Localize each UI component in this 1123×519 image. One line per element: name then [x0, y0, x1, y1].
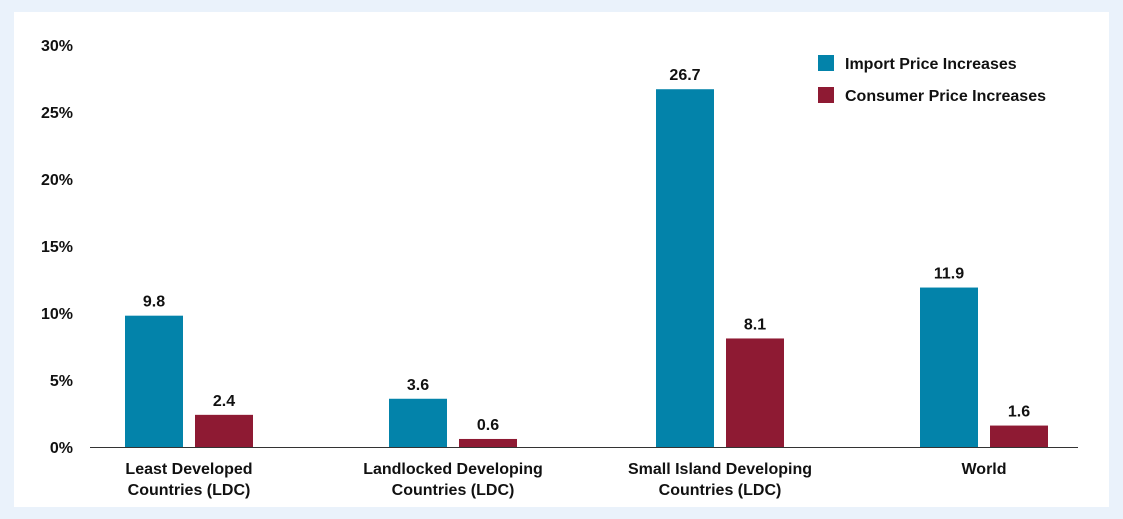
bar-consumer: [990, 425, 1048, 447]
category-label: Landlocked Developing: [363, 461, 543, 478]
data-label: 1.6: [1008, 404, 1030, 421]
y-tick-label: 30%: [41, 38, 73, 55]
category-label: Countries (LDC): [392, 482, 515, 499]
data-label: 0.6: [477, 417, 499, 434]
legend-swatch-import: [818, 55, 834, 71]
category-label: Countries (LDC): [128, 482, 251, 499]
legend-swatch-consumer: [818, 87, 834, 103]
bar-import: [125, 315, 183, 447]
y-tick-label: 0%: [50, 440, 73, 457]
data-label: 11.9: [934, 266, 964, 283]
bar-consumer: [195, 414, 253, 447]
data-label: 26.7: [669, 67, 700, 84]
category-label: Least Developed: [125, 461, 252, 478]
category-label: Countries (LDC): [659, 482, 782, 499]
y-tick-label: 5%: [50, 373, 73, 390]
y-tick-label: 20%: [41, 172, 73, 189]
bar-consumer: [459, 438, 517, 447]
data-label: 8.1: [744, 316, 766, 333]
bar-import: [920, 287, 978, 447]
category-label: World: [961, 461, 1006, 478]
bar-import: [389, 398, 447, 447]
y-tick-label: 25%: [41, 105, 73, 122]
bar-consumer: [726, 338, 784, 447]
data-label: 2.4: [213, 393, 235, 410]
legend-label: Consumer Price Increases: [845, 88, 1046, 105]
data-label: 3.6: [407, 377, 429, 394]
legend-label: Import Price Increases: [845, 56, 1017, 73]
bar-import: [656, 89, 714, 447]
category-label: Small Island Developing: [628, 461, 812, 478]
y-tick-label: 10%: [41, 306, 73, 323]
y-tick-label: 15%: [41, 239, 73, 256]
data-label: 9.8: [143, 294, 165, 311]
